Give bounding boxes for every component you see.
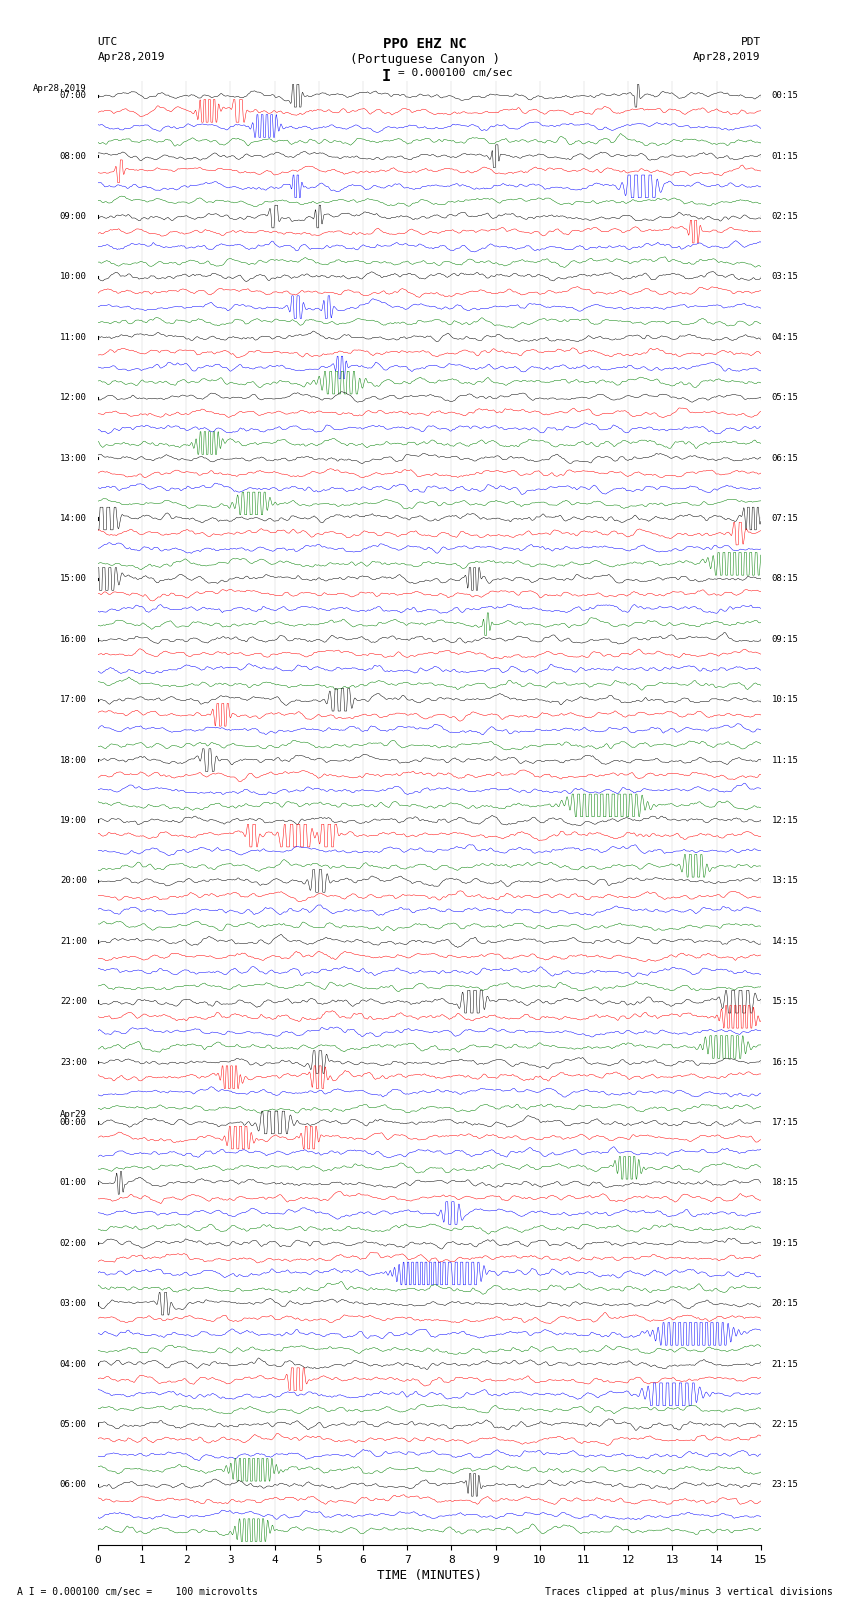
Text: 14:00: 14:00 [60, 515, 87, 523]
Text: 09:15: 09:15 [772, 636, 799, 644]
Text: 13:00: 13:00 [60, 453, 87, 463]
Text: Traces clipped at plus/minus 3 vertical divisions: Traces clipped at plus/minus 3 vertical … [545, 1587, 833, 1597]
Text: 00:00: 00:00 [60, 1118, 87, 1127]
Text: Apr28,2019: Apr28,2019 [98, 52, 165, 61]
Text: 06:00: 06:00 [60, 1481, 87, 1489]
Text: 17:15: 17:15 [772, 1118, 799, 1127]
Text: A I = 0.000100 cm/sec =    100 microvolts: A I = 0.000100 cm/sec = 100 microvolts [17, 1587, 258, 1597]
Text: Apr28,2019: Apr28,2019 [694, 52, 761, 61]
Text: Apr28,2019: Apr28,2019 [33, 84, 87, 92]
Text: 06:15: 06:15 [772, 453, 799, 463]
Text: 13:15: 13:15 [772, 876, 799, 886]
Text: 20:00: 20:00 [60, 876, 87, 886]
Text: PDT: PDT [740, 37, 761, 47]
Text: 14:15: 14:15 [772, 937, 799, 945]
Text: 05:15: 05:15 [772, 394, 799, 402]
Text: 05:00: 05:00 [60, 1419, 87, 1429]
Text: 11:00: 11:00 [60, 332, 87, 342]
Text: 21:00: 21:00 [60, 937, 87, 945]
Text: I: I [382, 69, 391, 84]
Text: (Portuguese Canyon ): (Portuguese Canyon ) [350, 53, 500, 66]
Text: 22:00: 22:00 [60, 997, 87, 1007]
Text: 12:00: 12:00 [60, 394, 87, 402]
Text: 16:00: 16:00 [60, 636, 87, 644]
Text: 04:00: 04:00 [60, 1360, 87, 1368]
Text: 08:00: 08:00 [60, 152, 87, 161]
Text: 08:15: 08:15 [772, 574, 799, 584]
Text: 22:15: 22:15 [772, 1419, 799, 1429]
Text: 03:00: 03:00 [60, 1298, 87, 1308]
Text: 16:15: 16:15 [772, 1058, 799, 1066]
Text: 04:15: 04:15 [772, 332, 799, 342]
Text: 20:15: 20:15 [772, 1298, 799, 1308]
Text: 17:00: 17:00 [60, 695, 87, 705]
Text: 15:15: 15:15 [772, 997, 799, 1007]
Text: 19:15: 19:15 [772, 1239, 799, 1248]
Text: 23:00: 23:00 [60, 1058, 87, 1066]
Text: 21:15: 21:15 [772, 1360, 799, 1368]
Text: 01:15: 01:15 [772, 152, 799, 161]
Text: 19:00: 19:00 [60, 816, 87, 824]
Text: 01:00: 01:00 [60, 1179, 87, 1187]
Text: 03:15: 03:15 [772, 273, 799, 281]
Text: Apr29: Apr29 [60, 1110, 87, 1119]
Text: 02:15: 02:15 [772, 211, 799, 221]
Text: 07:00: 07:00 [60, 92, 87, 100]
Text: UTC: UTC [98, 37, 118, 47]
Text: 00:15: 00:15 [772, 92, 799, 100]
Text: 07:15: 07:15 [772, 515, 799, 523]
Text: PPO EHZ NC: PPO EHZ NC [383, 37, 467, 52]
Text: 23:15: 23:15 [772, 1481, 799, 1489]
Text: 02:00: 02:00 [60, 1239, 87, 1248]
Text: 12:15: 12:15 [772, 816, 799, 824]
X-axis label: TIME (MINUTES): TIME (MINUTES) [377, 1569, 482, 1582]
Text: 15:00: 15:00 [60, 574, 87, 584]
Text: 11:15: 11:15 [772, 755, 799, 765]
Text: 10:00: 10:00 [60, 273, 87, 281]
Text: = 0.000100 cm/sec: = 0.000100 cm/sec [398, 68, 513, 77]
Text: 18:15: 18:15 [772, 1179, 799, 1187]
Text: 10:15: 10:15 [772, 695, 799, 705]
Text: 18:00: 18:00 [60, 755, 87, 765]
Text: 09:00: 09:00 [60, 211, 87, 221]
